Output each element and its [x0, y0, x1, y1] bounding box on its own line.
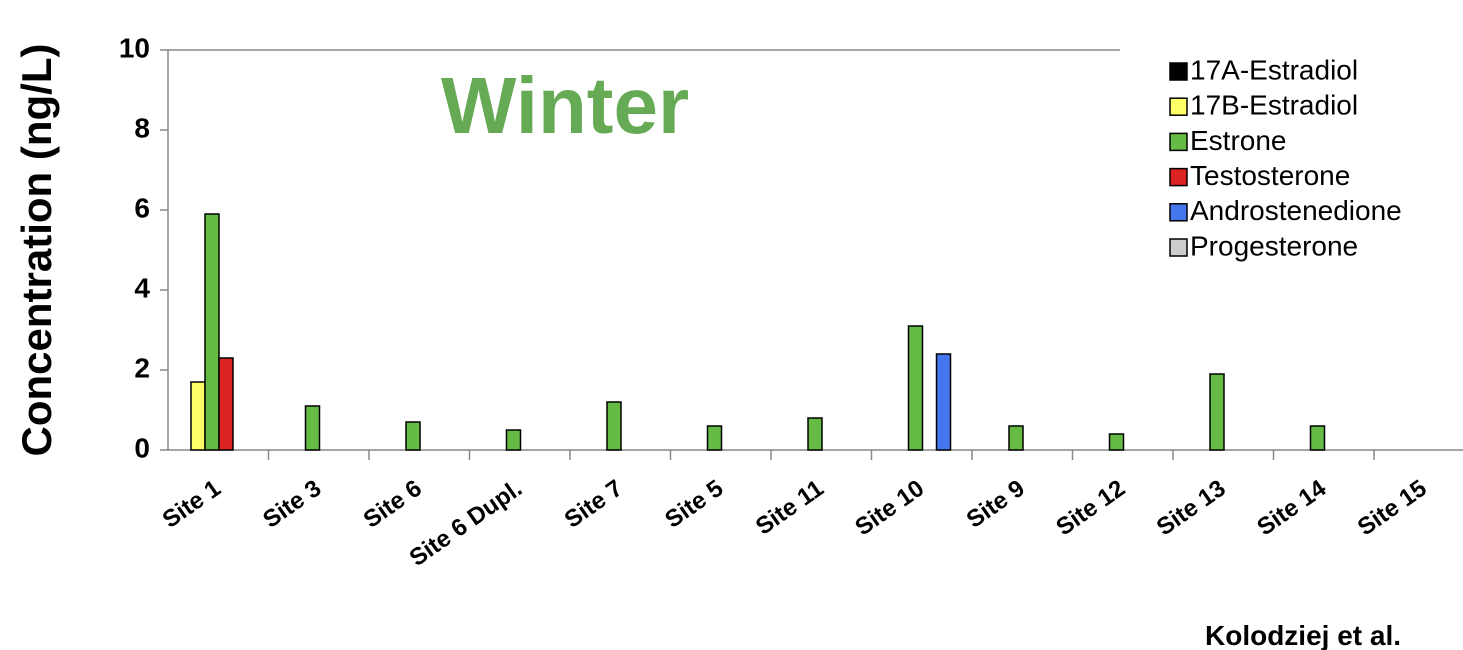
- chart-title: Winter: [441, 61, 689, 150]
- y-tick-label: 10: [119, 32, 150, 63]
- x-tick-label: Site 11: [751, 475, 829, 541]
- source: Kolodziej et al.: [1205, 620, 1401, 650]
- legend-swatch: [1169, 167, 1188, 187]
- legend-label: 17A-Estradiol: [1190, 54, 1358, 85]
- y-tick-label: 2: [134, 352, 150, 383]
- x-tick-label: Site 5: [660, 475, 728, 534]
- bar: [606, 401, 622, 451]
- legend-label: Estrone: [1190, 125, 1287, 156]
- bar: [935, 353, 952, 451]
- x-tick-label: Site 3: [258, 475, 326, 534]
- x-tick-label: Site 15: [1353, 475, 1432, 542]
- x-tick-label: Site 6 Dupl.: [405, 475, 528, 572]
- x-tick-label: Site 14: [1252, 474, 1331, 541]
- y-tick-label: 6: [134, 192, 150, 223]
- y-axis-label: Concentration (ng/L): [13, 44, 60, 457]
- legend-swatch: [1169, 132, 1188, 152]
- x-tick-label: Site 6: [359, 475, 427, 534]
- y-tick-label: 8: [134, 112, 150, 143]
- bar: [706, 425, 723, 451]
- bar: [907, 325, 924, 451]
- bar: [405, 421, 421, 451]
- legend-swatch: [1169, 62, 1188, 81]
- bar: [1309, 425, 1326, 451]
- y-tick-label: 4: [134, 272, 150, 303]
- legend-swatch: [1169, 203, 1188, 222]
- bar: [218, 357, 234, 451]
- bar: [1008, 425, 1024, 451]
- x-tick-label: Site 9: [962, 475, 1030, 534]
- y-tick-label: 0: [134, 432, 150, 463]
- legend-label: Testosterone: [1190, 160, 1350, 191]
- legend-label: Androstenedione: [1190, 195, 1402, 226]
- legend-label: Progesterone: [1190, 230, 1358, 261]
- bar: [505, 429, 522, 451]
- legend-swatch: [1169, 97, 1188, 116]
- x-tick-label: Site 7: [560, 475, 628, 534]
- legend-swatch: [1169, 238, 1188, 257]
- bar: [1209, 373, 1225, 451]
- bar: [807, 417, 823, 451]
- bar: [1108, 433, 1125, 451]
- x-tick-label: Site 13: [1152, 475, 1231, 542]
- x-tick-label: Site 1: [158, 475, 226, 534]
- x-tick-label: Site 10: [850, 475, 929, 542]
- legend-background: [1120, 44, 1463, 269]
- bar: [190, 381, 206, 451]
- x-tick-label: Site 12: [1051, 475, 1130, 542]
- bar: [204, 213, 220, 451]
- bar: [304, 405, 321, 451]
- legend-label: 17B-Estradiol: [1190, 90, 1358, 121]
